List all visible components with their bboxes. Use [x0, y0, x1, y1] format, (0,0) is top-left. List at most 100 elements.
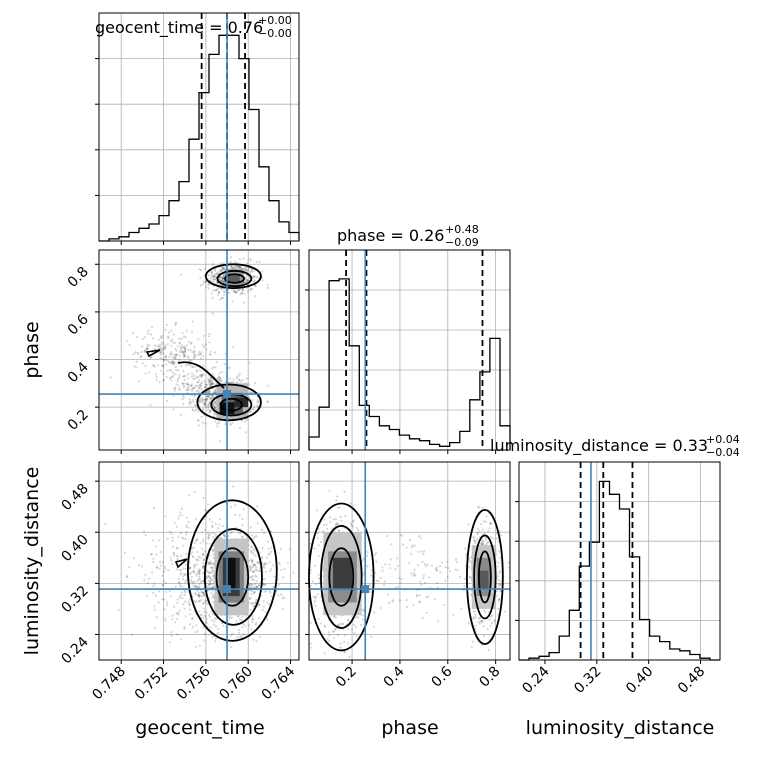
scatter-point [405, 546, 408, 549]
scatter-point [324, 625, 327, 628]
scatter-point [135, 366, 138, 369]
scatter-point [386, 593, 390, 596]
y-axis-label-phase: phase [21, 321, 43, 378]
scatter-point [408, 562, 411, 565]
scatter-point [210, 566, 213, 569]
scatter-point [444, 566, 447, 569]
scatter-point [228, 377, 231, 380]
scatter-point [481, 539, 484, 542]
scatter-point [207, 402, 210, 405]
scatter-point [156, 566, 159, 569]
scatter-point [176, 612, 180, 615]
scatter-point [174, 365, 177, 368]
scatter-point [381, 569, 384, 572]
scatter-point [175, 322, 178, 325]
scatter-point [255, 261, 258, 264]
scatter-point [182, 352, 185, 355]
scatter-point [263, 578, 266, 581]
scatter-point [162, 372, 165, 375]
scatter-point [163, 598, 166, 601]
scatter-point [174, 323, 177, 326]
scatter-point [169, 353, 172, 356]
scatter-point [181, 331, 184, 334]
scatter-point [201, 553, 204, 556]
scatter-point [198, 583, 201, 586]
scatter-point [214, 533, 217, 536]
scatter-point [476, 533, 479, 536]
scatter-point [176, 558, 179, 561]
scatter-point [362, 609, 365, 612]
scatter-point [379, 576, 382, 580]
scatter-point [247, 268, 250, 271]
scatter-point [200, 531, 203, 534]
scatter-point [146, 595, 149, 598]
scatter-point [193, 542, 196, 545]
scatter-point [143, 350, 146, 353]
scatter-point [196, 630, 199, 633]
scatter-point [167, 336, 170, 340]
scatter-point [242, 257, 245, 260]
scatter-point [256, 586, 259, 589]
scatter-point [176, 380, 179, 383]
scatter-point [237, 615, 240, 618]
scatter-point [149, 333, 152, 336]
scatter-point [205, 406, 208, 409]
scatter-point [207, 282, 211, 285]
scatter-point [172, 360, 175, 364]
scatter-point [172, 360, 175, 363]
scatter-point [208, 410, 211, 413]
scatter-point [356, 526, 359, 530]
x-tick-label: 0.748 [89, 664, 129, 704]
scatter-point [472, 640, 475, 643]
scatter-point [210, 397, 213, 400]
scatter-point [235, 377, 238, 380]
scatter-point [197, 568, 200, 571]
scatter-point [200, 613, 203, 617]
title-luminosity-distance: luminosity_distance = 0.33 [490, 436, 708, 456]
scatter-point [317, 555, 320, 558]
title-geocent-time: geocent_time = 0.76 [95, 18, 263, 38]
scatter-point [185, 364, 188, 367]
scatter-point [454, 568, 457, 571]
scatter-point [209, 353, 212, 356]
scatter-point [184, 600, 187, 603]
scatter-point [171, 614, 174, 617]
scatter-point [258, 561, 261, 564]
scatter-point [309, 569, 312, 572]
scatter-point [184, 351, 187, 354]
scatter-point [211, 391, 215, 394]
scatter-point [252, 570, 255, 573]
scatter-point [336, 633, 339, 637]
scatter-point [202, 593, 205, 596]
scatter-point [214, 413, 217, 416]
scatter-point [281, 608, 284, 611]
scatter-point [200, 581, 203, 584]
x-tick-label: 0.756 [174, 663, 214, 703]
scatter-point [241, 291, 244, 295]
scatter-point [229, 256, 232, 259]
scatter-point [170, 634, 173, 637]
scatter-point [211, 367, 214, 370]
scatter-point [186, 382, 189, 385]
scatter-point [433, 598, 436, 601]
scatter-point [205, 348, 208, 351]
scatter-point [390, 543, 393, 546]
scatter-point [335, 499, 338, 502]
scatter-point [199, 353, 202, 356]
scatter-point [164, 568, 167, 571]
scatter-point [185, 525, 188, 529]
scatter-point [214, 391, 217, 394]
scatter-point [199, 542, 202, 545]
scatter-point [198, 585, 201, 589]
scatter-point [272, 564, 275, 567]
scatter-point [207, 579, 210, 582]
scatter-point [128, 344, 131, 347]
scatter-point [482, 541, 485, 544]
scatter-point [283, 567, 286, 571]
scatter-point [263, 566, 266, 570]
scatter-point [244, 269, 247, 272]
scatter-point [248, 565, 252, 569]
scatter-point [383, 580, 386, 583]
scatter-point [182, 354, 185, 357]
scatter-point [410, 572, 413, 575]
